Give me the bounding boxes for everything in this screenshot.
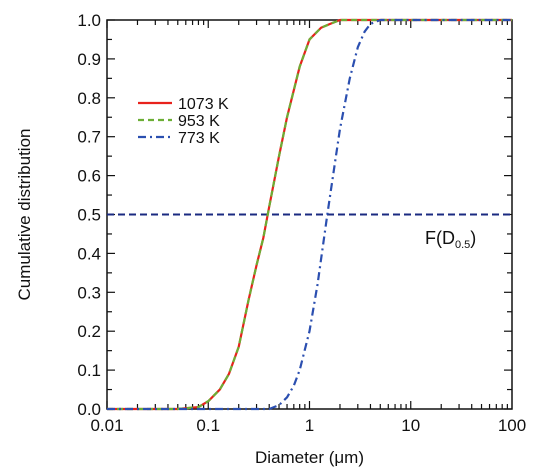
- axes: 0.01 0.1 1 10 100 0.0 0.1 0.2 0.3 0.4 0.5 0.6 0.7 0.8…: [15, 11, 526, 467]
- y-tick-label: 0.0: [77, 400, 101, 419]
- series-line-953-k: [107, 18, 512, 411]
- x-axis-label: Diameter (μm): [255, 448, 364, 467]
- legend-entry-label: 953 K: [178, 113, 220, 130]
- y-tick-label: 0.3: [77, 283, 101, 302]
- y-tick-label: 0.7: [77, 128, 101, 147]
- series-lines: [107, 18, 512, 411]
- y-tick-label: 0.8: [77, 89, 101, 108]
- legend-entry-label: 1073 K: [178, 96, 229, 113]
- y-axis-label: Cumulative distribution: [15, 129, 34, 301]
- y-tick-label: 1.0: [77, 11, 101, 30]
- y-tick-label: 0.5: [77, 206, 101, 225]
- x-tick-label: 1: [305, 416, 314, 435]
- y-tick-label: 0.4: [77, 244, 101, 263]
- x-tick-label: 100: [498, 416, 526, 435]
- x-tick-label: 10: [401, 416, 420, 435]
- legend-entry-label: 773 K: [178, 130, 220, 147]
- annotation-f-d05: F(D0.5): [425, 228, 476, 251]
- y-tick-label: 0.1: [77, 361, 101, 380]
- x-tick-label: 0.01: [90, 416, 123, 435]
- series-line-773-k: [107, 18, 512, 411]
- x-tick-label: 0.1: [196, 416, 220, 435]
- y-tick-label: 0.6: [77, 167, 101, 186]
- annotations: F(D0.5): [425, 228, 476, 251]
- y-tick-label: 0.9: [77, 50, 101, 69]
- y-tick-label: 0.2: [77, 322, 101, 341]
